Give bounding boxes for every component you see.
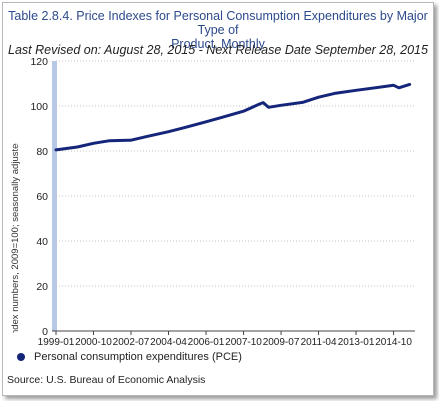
line-chart: 0 20 40 60 80 100 120 1999-01 2000-10 2002-07 2004…	[30, 56, 415, 348]
legend-marker-pce	[17, 353, 25, 361]
series-line-pce	[54, 82, 412, 152]
y-tick-label-40: 40	[36, 236, 48, 248]
y-tick-label-100: 100	[30, 101, 48, 113]
y-tick-label-80: 80	[36, 146, 48, 158]
y-axis-label-box: [Index numbers, 2009=100; seasonally adj…	[10, 143, 21, 333]
y-tick-label-120: 120	[30, 56, 48, 68]
y-axis-label: [Index numbers, 2009=100; seasonally adj…	[10, 143, 21, 333]
y-tick-label-60: 60	[36, 191, 48, 203]
x-tick-label-2002-07: 2002-07	[113, 337, 150, 348]
y-tick-label-20: 20	[36, 281, 48, 293]
x-tick-label-2009-07: 2009-07	[263, 337, 300, 348]
x-tick-label-2000-10: 2000-10	[75, 337, 112, 348]
chart-frame: Table 2.8.4. Price Indexes for Personal …	[2, 2, 434, 396]
x-tick-label-2014-10: 2014-10	[375, 337, 412, 348]
x-tick-label-1999-01: 1999-01	[38, 337, 75, 348]
legend: Personal consumption expenditures (PCE)	[17, 351, 242, 363]
x-tick-label-2013-01: 2013-01	[338, 337, 375, 348]
chart-subtitle: Last Revised on: August 28, 2015 - Next …	[8, 43, 428, 57]
x-tick-label-2007-10: 2007-10	[225, 337, 262, 348]
y-tick-label-0: 0	[42, 326, 48, 338]
legend-label-pce: Personal consumption expenditures (PCE)	[34, 351, 242, 363]
chart-title-line-2: Product, Monthly	[171, 37, 265, 51]
y-axis-band	[52, 61, 57, 331]
chart-title-line-1: Table 2.8.4. Price Indexes for Personal …	[8, 9, 428, 37]
x-tick-label-2004-04: 2004-04	[150, 337, 187, 348]
x-tick-label-2011-04: 2011-04	[301, 337, 337, 348]
chart-title: Table 2.8.4. Price Indexes for Personal …	[3, 9, 433, 51]
x-tick-label-2006-01: 2006-01	[188, 337, 225, 348]
source-note: Source: U.S. Bureau of Economic Analysis	[7, 374, 206, 386]
